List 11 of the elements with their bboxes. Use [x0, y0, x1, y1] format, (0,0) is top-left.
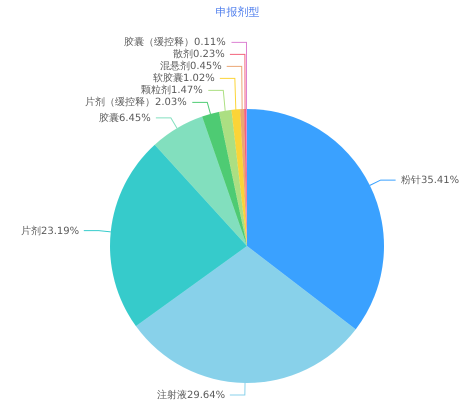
- slice-label: 散剂0.23%: [173, 48, 225, 60]
- slice-label: 注射液29.64%: [157, 389, 226, 401]
- slice-label: 颗粒剂1.47%: [141, 84, 203, 96]
- slice-label: 混悬剂0.45%: [160, 60, 222, 72]
- slice-label: 软胶囊1.02%: [153, 72, 215, 84]
- slice-label: 片剂（缓控释）2.03%: [85, 96, 187, 108]
- slice-label: 粉针35.41%: [401, 174, 460, 186]
- slice-label: 片剂23.19%: [21, 225, 80, 237]
- slice-label: 胶囊（缓控释）0.11%: [124, 36, 226, 48]
- slice-label: 胶囊6.45%: [99, 112, 151, 124]
- chart-title: 申报剂型: [216, 6, 260, 19]
